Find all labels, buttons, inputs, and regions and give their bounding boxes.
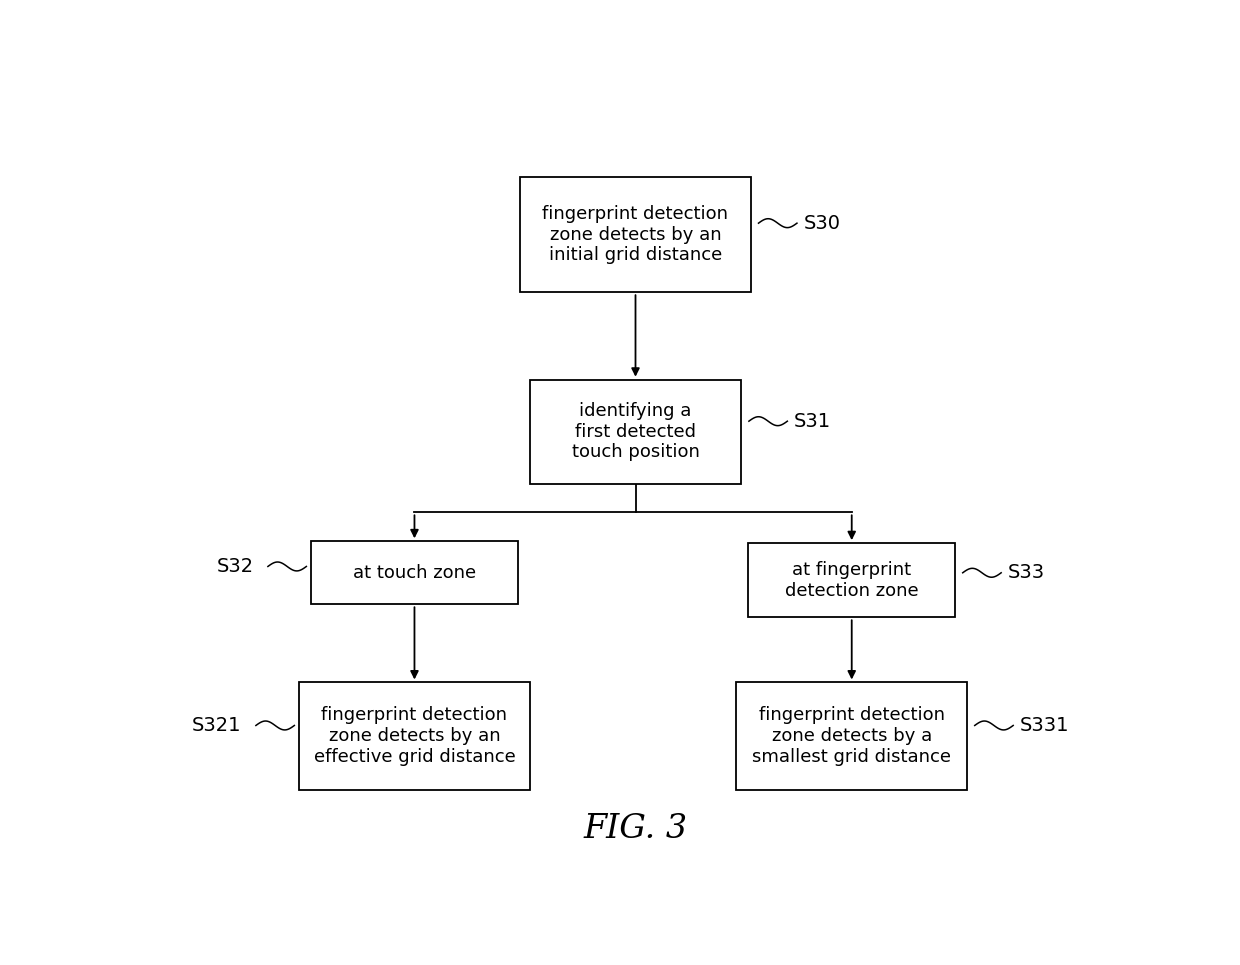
Text: S331: S331 — [1019, 716, 1069, 735]
FancyBboxPatch shape — [299, 682, 529, 790]
Text: FIG. 3: FIG. 3 — [584, 813, 687, 845]
FancyBboxPatch shape — [529, 379, 742, 483]
Text: fingerprint detection
zone detects by an
effective grid distance: fingerprint detection zone detects by an… — [314, 706, 516, 766]
Text: S33: S33 — [1008, 564, 1045, 582]
FancyBboxPatch shape — [311, 541, 518, 604]
Text: fingerprint detection
zone detects by an
initial grid distance: fingerprint detection zone detects by an… — [543, 205, 729, 264]
Text: S32: S32 — [216, 557, 253, 576]
Text: S31: S31 — [794, 412, 831, 430]
FancyBboxPatch shape — [521, 178, 751, 292]
Text: identifying a
first detected
touch position: identifying a first detected touch posit… — [572, 401, 699, 461]
Text: at fingerprint
detection zone: at fingerprint detection zone — [785, 561, 919, 599]
FancyBboxPatch shape — [737, 682, 967, 790]
FancyBboxPatch shape — [749, 543, 955, 618]
Text: fingerprint detection
zone detects by a
smallest grid distance: fingerprint detection zone detects by a … — [753, 706, 951, 766]
Text: at touch zone: at touch zone — [353, 564, 476, 582]
Text: S30: S30 — [804, 213, 841, 233]
Text: S321: S321 — [192, 716, 242, 735]
